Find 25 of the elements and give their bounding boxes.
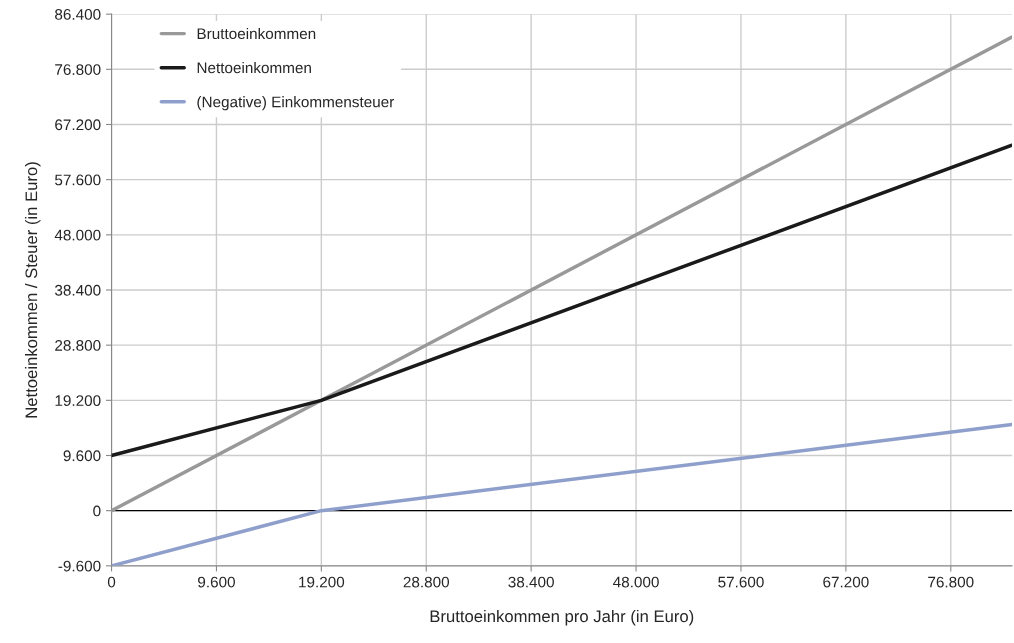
y-axis-title: Nettoeinkommen / Steuer (in Euro) [24,162,41,418]
y-tick-label: 48.000 [54,229,101,241]
x-axis-title: Bruttoeinkommen pro Jahr (in Euro) [430,609,694,626]
y-tick-label: 38.400 [54,284,101,296]
x-tick-label: 48.000 [613,576,659,588]
x-tick-label: 19.200 [299,576,345,588]
y-tick-label: 0 [93,505,101,517]
x-tick-label: 76.800 [928,576,974,588]
legend-label: (Negative) Einkommensteuer [197,96,395,111]
x-tick-label: 57.600 [718,576,764,588]
legend-label: Bruttoeinkommen [197,27,316,40]
x-tick-label: 0 [107,576,116,588]
y-tick-label: 57.600 [55,174,101,186]
legend-label: Nettoeinkommen [197,62,311,74]
y-tick-label: 19.200 [55,395,101,407]
y-tick-label: 28.800 [55,340,101,351]
y-tick-label: 86.400 [55,9,101,20]
x-tick-label: 38.400 [508,576,554,588]
x-tick-label: 67.200 [823,576,869,588]
x-tick-label: 28.800 [403,576,450,588]
y-tick-label: 76.800 [55,64,101,75]
y-tick-label: 9.600 [63,450,101,462]
y-tick-label: -9.600 [58,560,101,572]
y-tick-label: 67.200 [55,119,101,131]
x-tick-label: 9.600 [198,576,235,588]
